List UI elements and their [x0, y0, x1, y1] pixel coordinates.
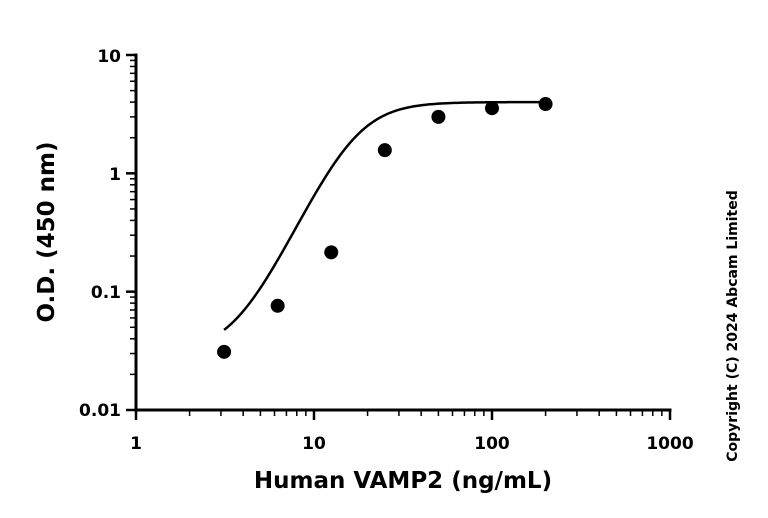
y-tick-label: 0.1 [91, 283, 121, 303]
y-tick-labels: 0.01 0.1 1 10 [79, 47, 121, 421]
data-point [217, 344, 232, 359]
copyright-notice: Copyright (C) 2024 Abcam Limited [725, 190, 741, 461]
y-axis-title: O.D. (450 nm) [34, 141, 60, 322]
data-point [324, 245, 339, 260]
y-tick-label: 10 [97, 47, 121, 67]
x-tick-label: 1 [130, 434, 142, 454]
x-tick-label: 100 [474, 434, 510, 454]
x-tick-labels: 1 10 100 1000 [130, 434, 694, 454]
major-ticks [126, 53, 672, 420]
y-tick-label: 0.01 [79, 401, 121, 421]
y-tick-label: 1 [109, 165, 121, 185]
data-point [431, 109, 446, 124]
fit-curve [223, 100, 546, 331]
minor-ticks [130, 59, 663, 416]
data-point [377, 143, 392, 158]
data-points [217, 97, 553, 359]
x-tick-label: 10 [302, 434, 326, 454]
x-axis-title: Human VAMP2 (ng/mL) [254, 468, 552, 494]
data-point [538, 97, 553, 112]
data-point [270, 298, 285, 313]
data-point [485, 101, 499, 116]
x-tick-label: 1000 [646, 434, 693, 454]
